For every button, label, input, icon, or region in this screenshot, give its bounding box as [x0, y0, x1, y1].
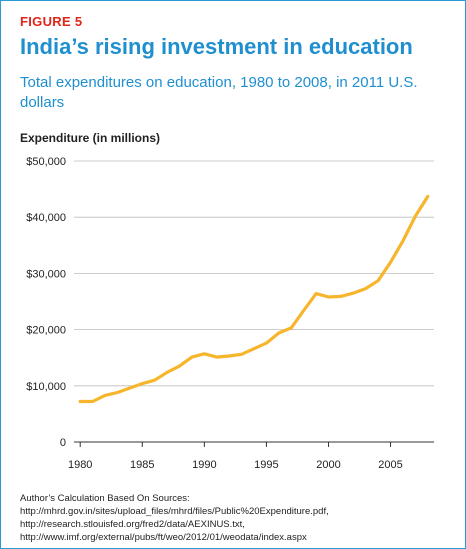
- y-tick-labels: 0 $10,000 $20,000 $30,000 $40,000 $50,000: [26, 156, 66, 449]
- data-point: [227, 354, 231, 358]
- y-tick-label: $40,000: [26, 212, 66, 224]
- series: [78, 194, 430, 404]
- data-point: [116, 391, 119, 394]
- y-tick-label: $20,000: [26, 325, 66, 337]
- x-tick-label: 1985: [130, 459, 154, 471]
- data-point: [79, 400, 82, 403]
- data-point: [364, 287, 367, 290]
- data-point: [178, 364, 181, 368]
- data-point: [426, 195, 429, 198]
- data-point: [103, 394, 107, 397]
- data-point: [414, 214, 417, 218]
- data-point: [314, 292, 318, 295]
- data-point: [352, 291, 355, 295]
- data-point: [240, 353, 243, 356]
- y-tick-label: $50,000: [26, 156, 66, 168]
- axes: [74, 441, 434, 447]
- y-tick-label: $10,000: [26, 381, 66, 393]
- y-tick-label: $30,000: [26, 268, 66, 280]
- data-point: [401, 239, 405, 243]
- data-point: [215, 355, 218, 359]
- data-point: [339, 295, 343, 298]
- x-tick-label: 1995: [254, 459, 278, 471]
- data-point: [290, 326, 293, 330]
- data-point: [203, 352, 206, 355]
- chart-title: India’s rising investment in education: [20, 34, 413, 59]
- y-axis-label: Expenditure (in millions): [20, 131, 161, 145]
- x-tick-labels: 1980 1985 1990 1995 2000 2005: [68, 459, 403, 471]
- data-point: [277, 331, 281, 335]
- chart-subtitle: Total expenditures on education, 1980 to…: [20, 74, 418, 111]
- data-point: [141, 382, 144, 385]
- data-point: [252, 347, 256, 350]
- data-point: [153, 378, 156, 382]
- data-point: [265, 341, 268, 345]
- data-point: [376, 279, 380, 282]
- data-point: [302, 309, 305, 312]
- y-tick-label: 0: [60, 437, 66, 449]
- x-tick-label: 1990: [192, 459, 216, 471]
- data-point: [327, 295, 330, 299]
- gridlines: [74, 160, 434, 387]
- series-line-expenditure: [78, 194, 430, 404]
- source-note: Author’s Calculation Based On Sources: h…: [20, 493, 329, 543]
- figure-label: FIGURE 5: [20, 14, 83, 29]
- data-point: [91, 400, 94, 403]
- x-tick-label: 2005: [378, 459, 402, 471]
- data-point: [128, 386, 132, 390]
- data-point: [389, 260, 392, 264]
- data-point: [165, 371, 169, 374]
- data-point: [190, 355, 194, 359]
- x-tick-label: 2000: [316, 459, 340, 471]
- x-tick-label: 1980: [68, 459, 92, 471]
